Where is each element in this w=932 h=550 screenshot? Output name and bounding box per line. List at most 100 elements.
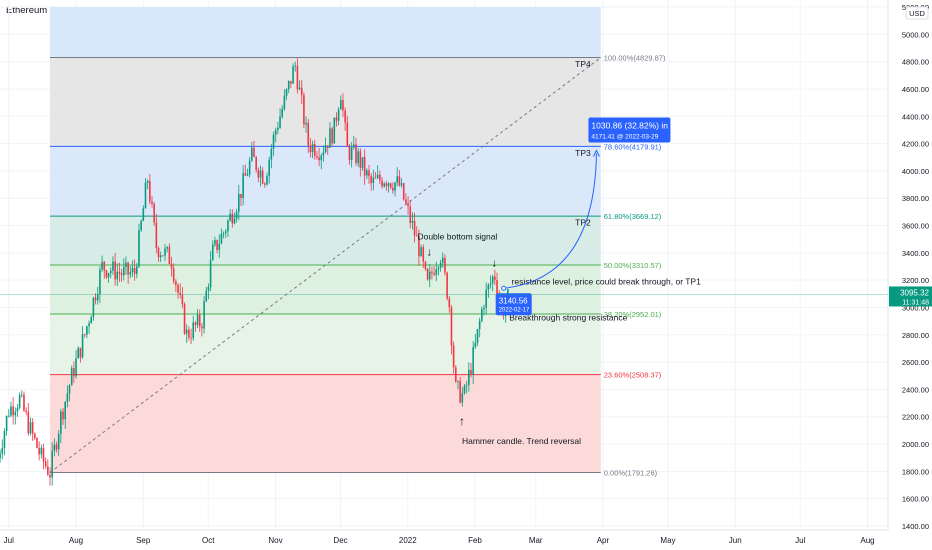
candle-body [21, 394, 23, 396]
candle-body [396, 176, 399, 183]
candle-body [188, 329, 190, 338]
candle-body [166, 247, 168, 249]
candle-body [0, 453, 1, 458]
candle-body [394, 182, 396, 191]
candle-body [172, 268, 175, 282]
y-tick-label: 3600.00 [902, 222, 929, 231]
x-tick-label: Sep [136, 536, 151, 545]
candle-body [209, 260, 212, 288]
projection-target-label: 4171.41 @ 2022-03-29 [591, 133, 658, 140]
candle-body [29, 422, 32, 434]
candle-body [233, 218, 236, 224]
candle-body [476, 329, 479, 343]
arrow-up-icon: ↑ [459, 414, 465, 428]
candle-body [324, 145, 327, 153]
candle-body [64, 401, 67, 420]
y-tick-label: 2400.00 [902, 385, 929, 394]
x-tick-label: Dec [333, 536, 347, 545]
candle-body [372, 177, 375, 184]
candle-body [103, 261, 106, 271]
candle-body [478, 320, 481, 330]
last-price-badge[interactable] [889, 286, 932, 307]
candle-body [99, 269, 101, 295]
candle-body [413, 220, 416, 236]
candle-body [34, 433, 36, 439]
arrow-down-icon: ↓ [492, 258, 498, 270]
candle-body [407, 202, 409, 207]
candle-body [435, 269, 438, 275]
x-tick-label: Oct [202, 536, 215, 545]
candle-body [370, 176, 372, 184]
candle-body [118, 271, 121, 274]
candle-body [192, 322, 195, 339]
candle-body [457, 381, 459, 382]
fib-trend-line [49, 57, 602, 473]
y-tick-label: 3800.00 [902, 194, 929, 203]
candle-body [175, 281, 177, 286]
candle-body [387, 183, 390, 187]
candle-body [94, 297, 97, 301]
candle-body [168, 247, 171, 264]
candle-body [257, 169, 260, 178]
candle-body [366, 170, 368, 176]
y-tick-label: 3400.00 [902, 249, 929, 258]
candle-body [42, 447, 45, 462]
candle-body [368, 170, 370, 177]
annotation-hammer: Hammer candle. Trend reversal [462, 436, 581, 446]
candle-body [339, 100, 342, 110]
projection-start-point[interactable] [501, 285, 507, 291]
candle-body [353, 144, 355, 148]
start-price-box[interactable] [495, 293, 532, 316]
fib-level-label: 78.60%(4179.91) [604, 142, 662, 151]
candle-body [376, 174, 379, 179]
price-axis[interactable]: 1400.00 1600.00 1800.00 2000.00 2200.00 2400.… [887, 0, 932, 550]
x-tick-label: Jul [795, 536, 805, 545]
candle-body [426, 269, 429, 280]
candle-body [142, 208, 145, 221]
candle-body [157, 247, 160, 258]
candle-body [57, 433, 60, 450]
currency-badge[interactable] [905, 6, 929, 20]
time-axis[interactable]: Jul Aug Sep Oct Nov Dec 2022 Feb Mar Apr May Jun Jul… [0, 529, 888, 550]
candle-body [400, 183, 403, 186]
candle-body [283, 95, 286, 109]
candle-body [342, 100, 344, 111]
candle-body [177, 285, 179, 293]
candle-body [481, 309, 483, 321]
last-price-label: 3095.32 [900, 288, 929, 297]
candle-body [214, 239, 216, 245]
candle-body [40, 447, 43, 455]
candle-body [198, 314, 201, 327]
candle-body [264, 183, 266, 185]
candle-body [5, 416, 8, 431]
candle-body [474, 342, 477, 348]
projection-box[interactable] [588, 117, 671, 143]
candle-body [49, 474, 51, 478]
candle-body [23, 394, 25, 411]
candle-body [144, 182, 147, 209]
candle-body [322, 152, 325, 156]
candle-body [185, 329, 188, 334]
candle-body [238, 193, 240, 212]
candle-body [285, 89, 288, 96]
fib-level-label: 23.60%(2508.37) [604, 371, 662, 380]
candle-body [51, 450, 53, 478]
candle-body [216, 239, 218, 250]
candle-body [149, 180, 151, 202]
candle-body [179, 292, 182, 295]
candle-body [120, 273, 123, 276]
candle-body [12, 406, 14, 416]
candle-body [164, 248, 166, 256]
candle-body [77, 347, 80, 359]
x-tick-label: Jun [729, 536, 742, 545]
candle-body [138, 230, 140, 267]
candle-body [36, 438, 38, 448]
candle-body [491, 276, 494, 284]
projection-change-label: 1030.86 (32.82%) in 40d [591, 120, 684, 130]
candle-body [298, 87, 301, 90]
candle-body [159, 255, 162, 258]
projection-arrowhead [592, 149, 600, 157]
candle-body [461, 393, 464, 403]
candle-body [246, 174, 249, 176]
